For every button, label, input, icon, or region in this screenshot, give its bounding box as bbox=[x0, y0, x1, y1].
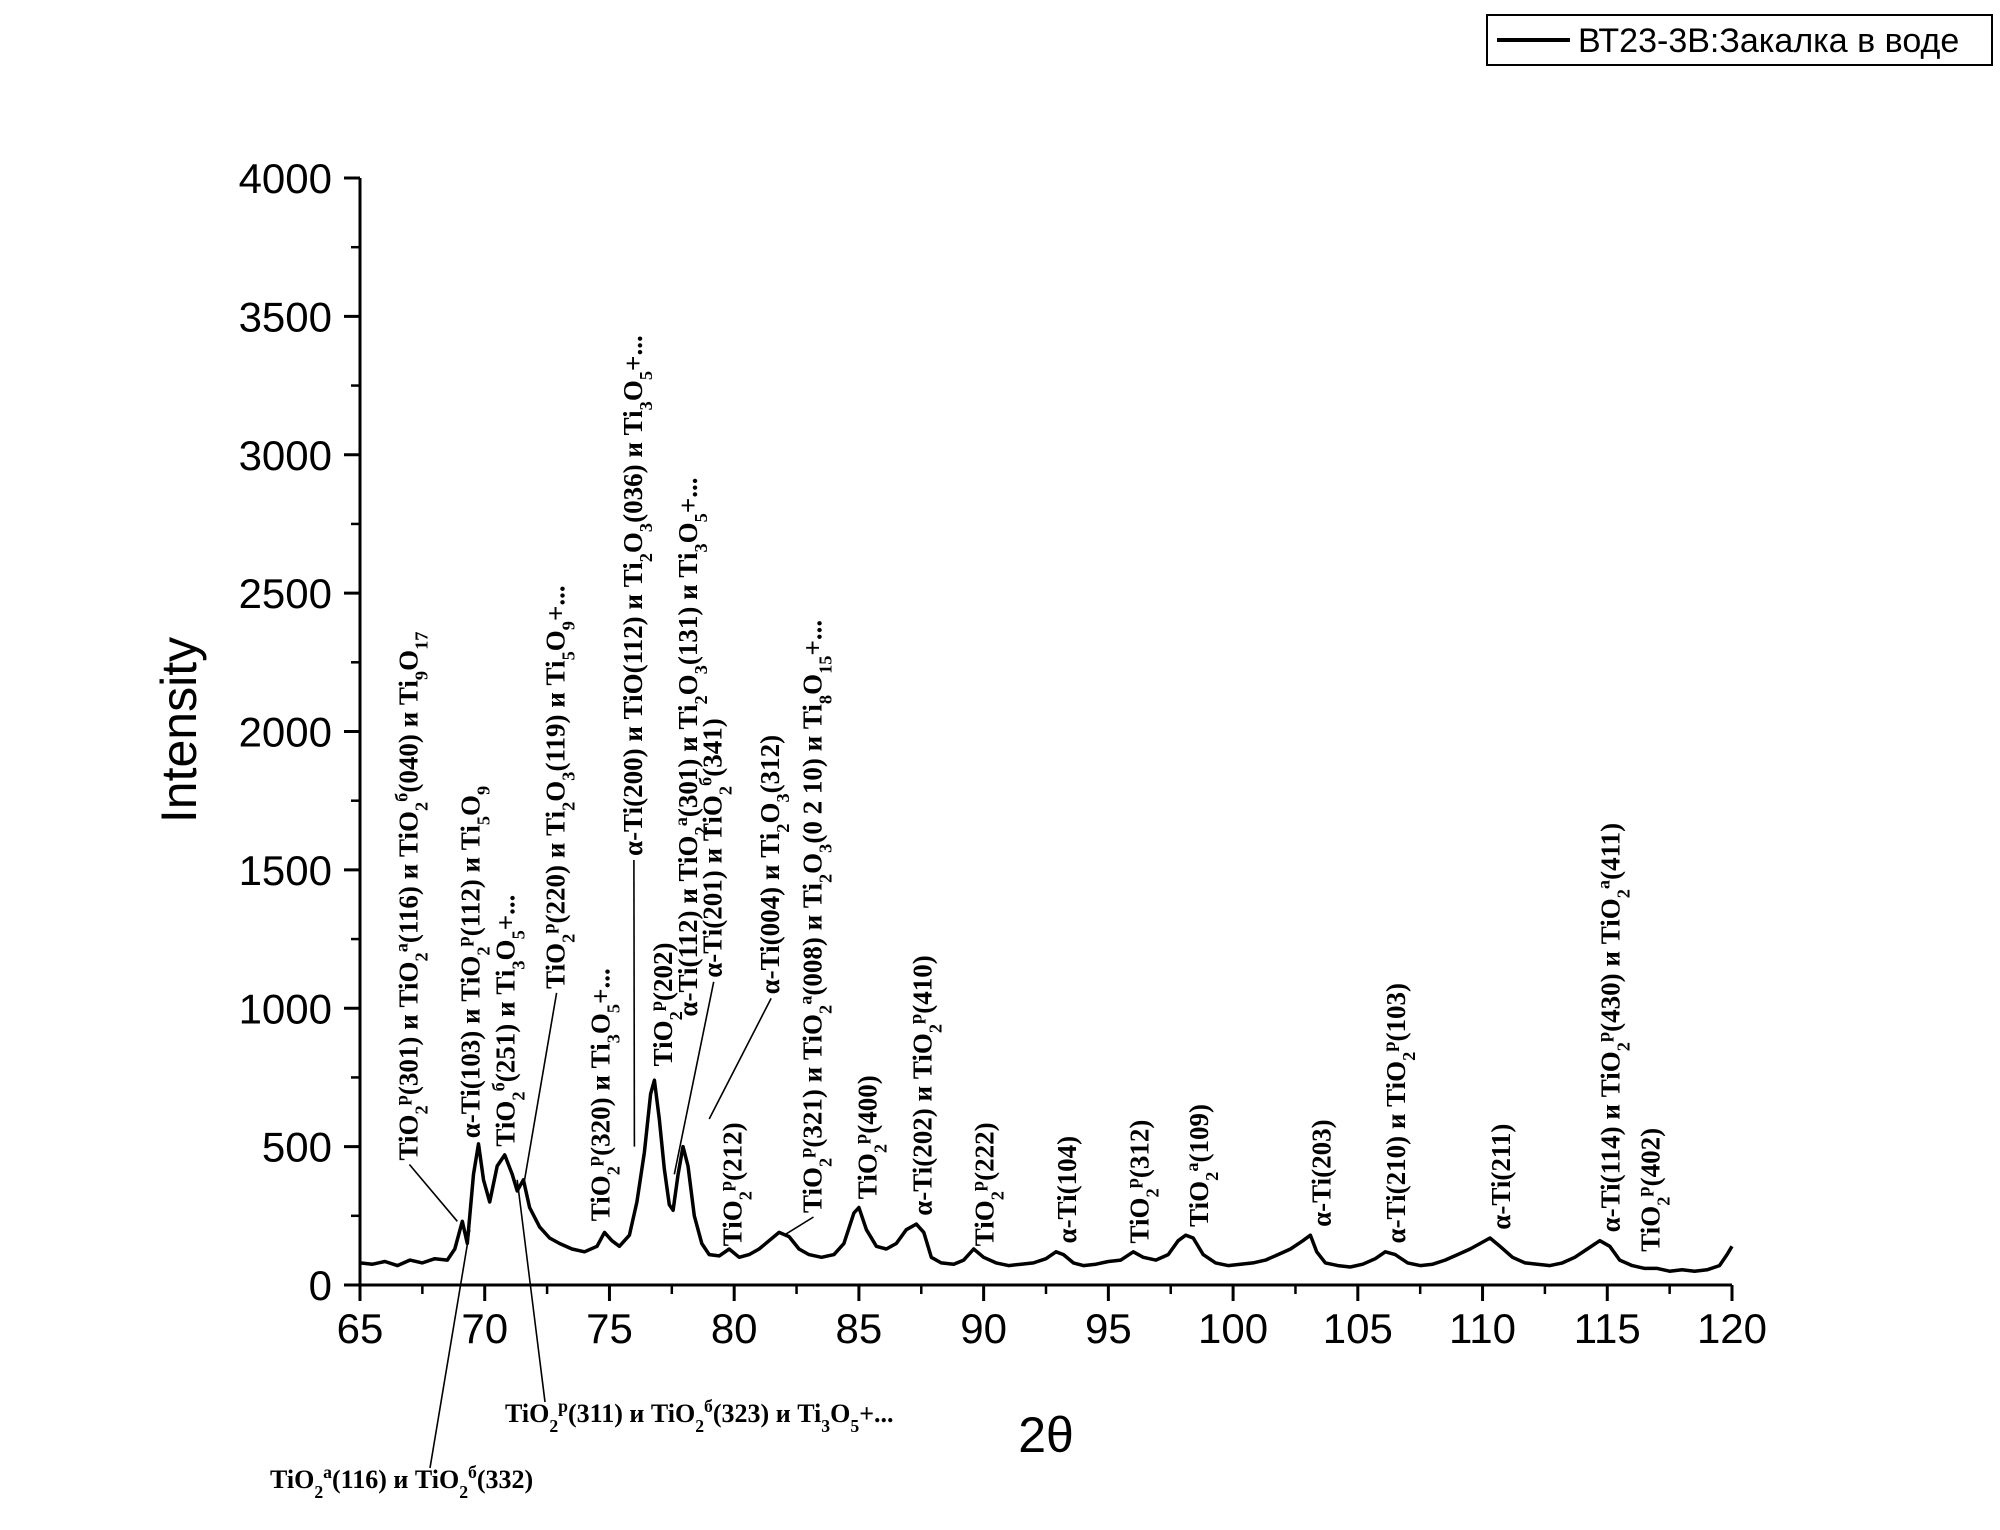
peak-label: TiO2р(312) bbox=[1122, 1120, 1162, 1244]
leader-line bbox=[516, 1179, 546, 1403]
leader-line bbox=[633, 859, 636, 1147]
y-axis-label: Intensity bbox=[151, 637, 207, 823]
x-tick-label: 85 bbox=[836, 1305, 883, 1352]
peak-label: TiO2р(212) bbox=[716, 1122, 756, 1246]
x-tick-label: 115 bbox=[1574, 1305, 1641, 1352]
peak-label: α-Ti(114) и TiO2р(430) и TiO2а(411) bbox=[1594, 823, 1634, 1233]
x-tick-label: 65 bbox=[337, 1305, 384, 1352]
x-axis-label: 2θ bbox=[1018, 1407, 1074, 1463]
leader-line bbox=[673, 981, 715, 1175]
x-tick-label: 105 bbox=[1323, 1305, 1393, 1352]
y-tick-label: 2000 bbox=[239, 709, 332, 756]
leader-line bbox=[408, 1163, 458, 1222]
peak-label: α-Ti(200) и TiO(112) и Ti2O3(036) и Ti3O… bbox=[618, 335, 656, 856]
peak-label: α-Ti(004) и Ti2O3(312) bbox=[755, 735, 793, 995]
peak-label: α-Ti(201) и TiO2б(341) bbox=[696, 718, 736, 978]
bottom-peak-label: TiO2а(116) и TiO2б(332) bbox=[270, 1462, 533, 1502]
peak-label: α-Ti(103) и TiO2р(112) и Ti5O9 bbox=[454, 786, 494, 1139]
peak-label: TiO2р(220) и Ti2O3(119) и Ti5O9+... bbox=[539, 585, 579, 989]
peak-label: TiO2р(320) и Ti3O5+... bbox=[584, 968, 624, 1221]
x-tick-label: 120 bbox=[1697, 1305, 1767, 1352]
y-ticks: 0 500 1000 1500 2000 2500 3000 3500 4000 bbox=[239, 155, 360, 1309]
leader-line bbox=[783, 1216, 814, 1236]
legend-box bbox=[1486, 14, 1993, 66]
series-line bbox=[359, 1078, 1734, 1273]
peak-label: α-Ti(210) и TiO2р(103) bbox=[1379, 983, 1419, 1244]
bottom-labels: TiO2р(311) и TiO2б(323) и Ti3O5+... TiO2а… bbox=[270, 1396, 894, 1502]
x-tick-label: 110 bbox=[1449, 1305, 1516, 1352]
leader-line bbox=[708, 998, 772, 1120]
bottom-peak-label: TiO2р(311) и TiO2б(323) и Ti3O5+... bbox=[505, 1396, 894, 1436]
peak-label: α-Ti(202) и TiO2р(410) bbox=[905, 955, 945, 1216]
x-tick-label: 75 bbox=[586, 1305, 633, 1352]
y-tick-label: 3500 bbox=[239, 293, 332, 340]
peak-label: TiO2р(402) bbox=[1634, 1128, 1674, 1252]
y-tick-label: 3000 bbox=[239, 432, 332, 479]
leader-lines bbox=[408, 859, 814, 1469]
y-tick-label: 0 bbox=[309, 1262, 332, 1309]
peak-label: TiO2р(400) bbox=[850, 1075, 890, 1199]
peak-label: TiO2р(321) и TiO2а(008) и Ti2O3(0 2 10) … bbox=[796, 620, 836, 1213]
x-tick-label: 100 bbox=[1198, 1305, 1268, 1352]
x-tick-label: 80 bbox=[711, 1305, 758, 1352]
y-tick-label: 500 bbox=[262, 1124, 332, 1171]
peak-label: α-Ti(112) и TiO2а(301) и Ti2O3(131) и Ti… bbox=[671, 478, 711, 1017]
peak-label: TiO2р(222) bbox=[968, 1122, 1008, 1246]
peak-label: α-Ti(203) bbox=[1306, 1119, 1336, 1227]
peak-label: TiO2р(301) и TiO2а(116) и TiO2б(040) и T… bbox=[391, 632, 431, 1161]
peak-labels: TiO2р(301) и TiO2а(116) и TiO2б(040) и T… bbox=[391, 335, 1673, 1252]
peak-label: α-Ti(104) bbox=[1052, 1136, 1082, 1244]
x-tick-label: 95 bbox=[1085, 1305, 1132, 1352]
legend-entry: ВТ23-3В:Закалка в воде bbox=[1578, 22, 1959, 60]
y-tick-label: 1000 bbox=[239, 985, 332, 1032]
peak-label: TiO2р(202) bbox=[646, 942, 686, 1066]
y-tick-label: 1500 bbox=[239, 847, 332, 894]
legend: ВТ23-3В:Закалка в воде bbox=[1486, 14, 1993, 66]
y-tick-label: 4000 bbox=[239, 155, 332, 202]
x-tick-label: 70 bbox=[461, 1305, 508, 1352]
peak-label: TiO2б(251) и Ti3O5+... bbox=[489, 895, 529, 1147]
leader-line bbox=[429, 1229, 471, 1469]
peak-label: α-Ti(211) bbox=[1486, 1124, 1516, 1230]
x-ticks: 65 70 75 80 85 90 95 100 105 110 115 120 bbox=[337, 1285, 1767, 1352]
y-tick-label: 2500 bbox=[239, 570, 332, 617]
peak-label: TiO2а(109) bbox=[1182, 1104, 1222, 1227]
leader-line bbox=[523, 992, 558, 1180]
x-tick-label: 90 bbox=[960, 1305, 1007, 1352]
